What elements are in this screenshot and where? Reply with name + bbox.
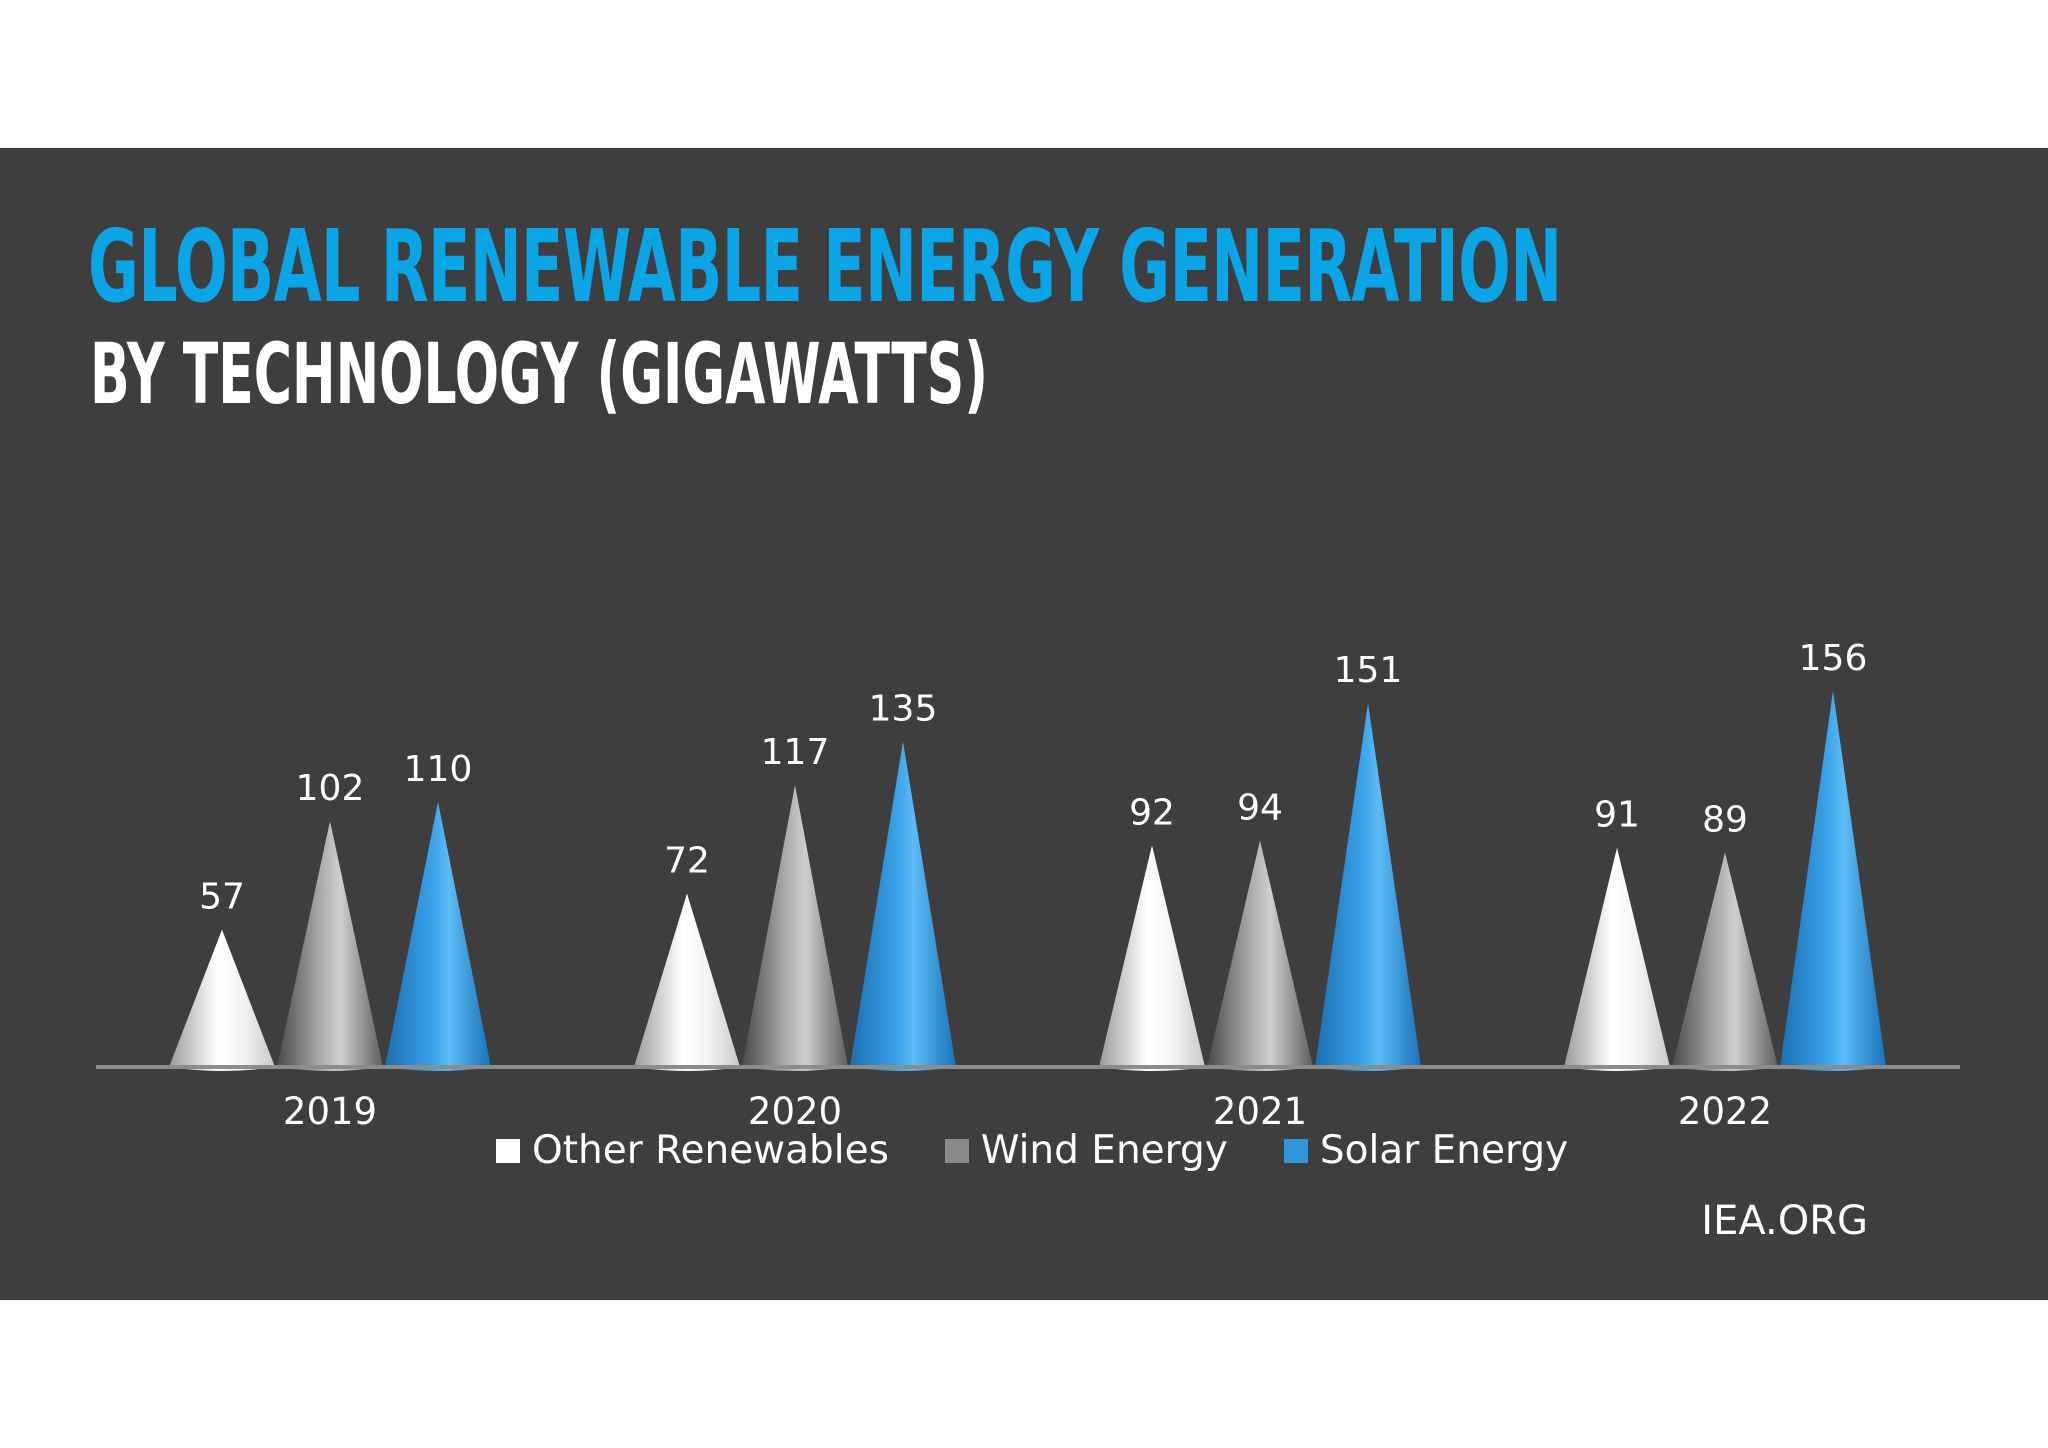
cone-solar-energy-2019 <box>385 801 491 1071</box>
data-label-other-renewables-2020: 72 <box>664 840 710 881</box>
cone-wind-energy-2019 <box>277 821 383 1071</box>
cone-wind-energy-2021 <box>1207 840 1313 1071</box>
cone-solar-energy-2020 <box>850 741 956 1071</box>
data-label-wind-energy-2019: 102 <box>296 768 365 809</box>
chart-title: GLOBAL RENEWABLE ENERGY GENERATION <box>88 208 1562 325</box>
legend-swatch-wind-energy <box>944 1138 969 1163</box>
cone-solar-energy-2022 <box>1780 691 1886 1071</box>
cone-solar-energy-2021 <box>1315 703 1421 1071</box>
data-label-solar-energy-2019: 110 <box>404 749 473 790</box>
legend-swatch-solar-energy <box>1283 1138 1308 1163</box>
chart-subtitle: BY TECHNOLOGY (GIGAWATTS) <box>90 325 989 423</box>
data-label-other-renewables-2021: 92 <box>1129 792 1175 833</box>
data-label-solar-energy-2022: 156 <box>1799 638 1868 679</box>
cone-other-renewables-2022 <box>1564 847 1670 1071</box>
data-label-other-renewables-2019: 57 <box>199 877 245 918</box>
data-label-solar-energy-2020: 135 <box>869 689 938 730</box>
source-label: IEA.ORG <box>1701 1198 1868 1244</box>
data-label-other-renewables-2022: 91 <box>1594 795 1640 836</box>
legend-label-wind-energy: Wind Energy <box>980 1128 1228 1173</box>
data-label-solar-energy-2021: 151 <box>1334 650 1403 691</box>
legend: Other Renewables Wind Energy Solar Energ… <box>496 1128 1624 1173</box>
data-label-wind-energy-2022: 89 <box>1702 800 1748 841</box>
legend-item-wind-energy: Wind Energy <box>944 1128 1228 1173</box>
data-label-wind-energy-2021: 94 <box>1237 787 1283 828</box>
x-tick-label-2020: 2020 <box>748 1090 842 1133</box>
cone-other-renewables-2021 <box>1099 845 1205 1071</box>
cone-wind-energy-2020 <box>742 785 848 1071</box>
x-tick-label-2022: 2022 <box>1678 1090 1772 1133</box>
legend-label-other-renewables: Other Renewables <box>532 1128 889 1173</box>
chart-panel <box>0 148 2048 1300</box>
cone-other-renewables-2020 <box>634 893 740 1071</box>
cone-other-renewables-2019 <box>169 929 275 1071</box>
legend-item-solar-energy: Solar Energy <box>1283 1128 1569 1173</box>
x-tick-label-2021: 2021 <box>1213 1090 1307 1133</box>
legend-swatch-other-renewables <box>496 1138 520 1163</box>
legend-item-other-renewables: Other Renewables <box>496 1128 889 1173</box>
x-tick-label-2019: 2019 <box>283 1090 377 1133</box>
legend-label-solar-energy: Solar Energy <box>1319 1128 1569 1173</box>
data-label-wind-energy-2020: 117 <box>761 732 830 773</box>
cone-wind-energy-2022 <box>1672 852 1778 1071</box>
